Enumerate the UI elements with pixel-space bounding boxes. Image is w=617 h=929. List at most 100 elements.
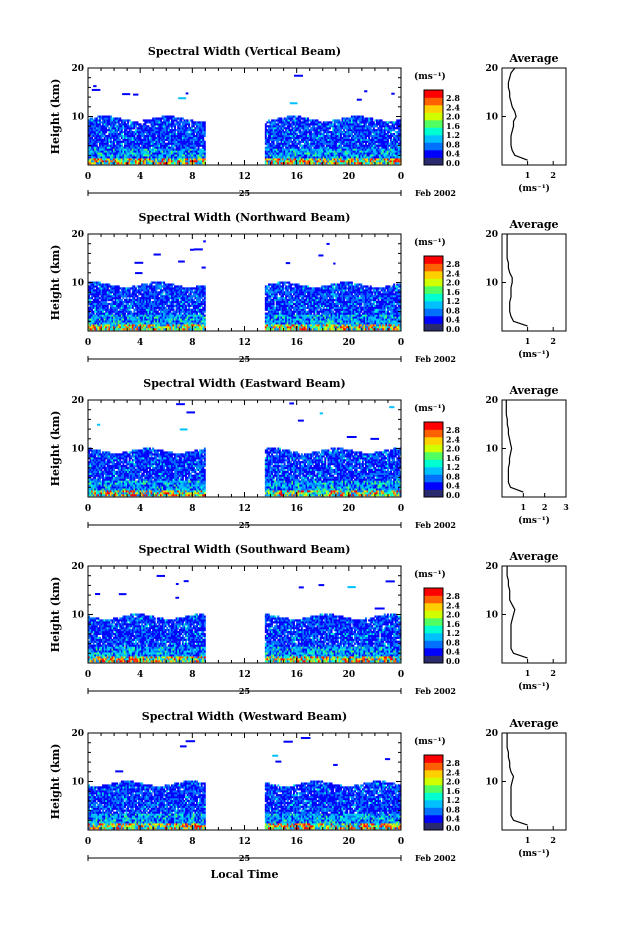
heat-cell — [179, 123, 181, 125]
heat-cell — [288, 127, 290, 129]
heat-cell — [104, 133, 106, 135]
heat-cell — [204, 141, 206, 143]
heat-cell — [295, 116, 297, 118]
heat-cell — [204, 127, 206, 129]
heat-cell — [127, 123, 129, 125]
heat-cell — [373, 127, 375, 129]
heat-cell — [204, 133, 206, 135]
heat-cell — [362, 143, 364, 145]
heat-cell — [284, 125, 286, 127]
heat-cell — [204, 143, 206, 145]
heat-cell — [121, 133, 123, 135]
heat-cell — [174, 125, 176, 127]
heat-cell — [265, 135, 267, 137]
heat-cell — [268, 119, 270, 121]
heat-cell — [378, 147, 380, 149]
heat-cell — [188, 121, 190, 123]
heat-cell — [174, 127, 176, 129]
heat-cell — [273, 141, 275, 143]
heat-cell — [173, 116, 175, 118]
heat-cell — [365, 137, 367, 139]
heat-cell — [135, 125, 137, 127]
heat-cell — [121, 143, 123, 145]
heat-cell — [298, 139, 300, 141]
heat-cell — [204, 149, 206, 151]
heat-cell — [295, 131, 297, 133]
heat-cell — [202, 137, 204, 139]
heat-cell — [362, 116, 364, 118]
heat-cell — [329, 127, 331, 129]
heat-cell — [107, 143, 109, 145]
heat-cell — [288, 121, 290, 123]
heat-cell — [187, 119, 189, 121]
heat-cell — [204, 145, 206, 147]
heat-cell — [198, 147, 200, 149]
heat-cell — [105, 127, 107, 129]
heat-cell — [307, 117, 309, 119]
heat-cell — [143, 133, 145, 135]
heat-cell — [119, 117, 121, 119]
heat-cell — [168, 127, 170, 129]
heat-cell — [327, 129, 329, 131]
heat-cell — [299, 116, 301, 118]
heat-cell — [299, 119, 301, 121]
heat-cell — [356, 143, 358, 145]
heat-cell — [163, 141, 165, 143]
heat-cell — [185, 125, 187, 127]
heat-cell — [204, 135, 206, 137]
heat-cell — [99, 123, 101, 125]
heat-cell — [290, 139, 292, 141]
heat-cell — [154, 135, 156, 137]
heat-cell — [107, 125, 109, 127]
heat-cell — [173, 147, 175, 149]
heat-cell — [334, 123, 336, 125]
heat-cell — [204, 129, 206, 131]
heat-cell — [191, 127, 193, 129]
heat-cell — [91, 117, 93, 119]
heat-cell — [140, 137, 142, 139]
heat-cell — [368, 137, 370, 139]
heat-cell — [323, 133, 325, 135]
heat-cell — [320, 131, 322, 133]
heat-cell — [331, 121, 333, 123]
panel-title: Spectral Width (Vertical Beam) — [148, 45, 341, 58]
heat-cell — [365, 143, 367, 145]
heat-cell — [370, 133, 372, 135]
heat-cell — [338, 119, 340, 121]
heat-cell — [291, 125, 293, 127]
heat-cell — [371, 117, 373, 119]
heat-cell — [323, 145, 325, 147]
heat-cell — [147, 125, 149, 127]
heat-cell — [282, 147, 284, 149]
heat-cell — [371, 119, 373, 121]
heat-cell — [188, 125, 190, 127]
heat-cell — [370, 127, 372, 129]
heat-cell — [121, 129, 123, 131]
heat-cell — [307, 121, 309, 123]
heat-cell — [299, 129, 301, 131]
heat-cell — [171, 127, 173, 129]
heat-cell — [351, 133, 353, 135]
heat-cell — [96, 145, 98, 147]
heat-cell — [265, 127, 267, 129]
heat-cell — [204, 123, 206, 125]
heat-cell — [343, 129, 345, 131]
heat-cell — [307, 141, 309, 143]
heat-cell — [273, 143, 275, 145]
heat-cell — [168, 119, 170, 121]
heat-cell — [299, 143, 301, 145]
panel-vertical: Spectral Width (Vertical Beam)0 4 8 12 16 20 0… — [49, 45, 566, 198]
heat-cell — [168, 145, 170, 147]
heat-cell — [133, 127, 135, 129]
heat-cell — [365, 123, 367, 125]
heat-cell — [204, 121, 206, 123]
heat-cell — [306, 133, 308, 135]
heat-cell — [204, 160, 206, 162]
heat-cell — [277, 123, 279, 125]
heat-cell — [340, 129, 342, 131]
heat-cell — [204, 150, 206, 152]
heat-cell — [280, 117, 282, 119]
heat-cell — [118, 137, 120, 139]
heat-cell — [193, 133, 195, 135]
heatmap-cells — [88, 75, 401, 164]
